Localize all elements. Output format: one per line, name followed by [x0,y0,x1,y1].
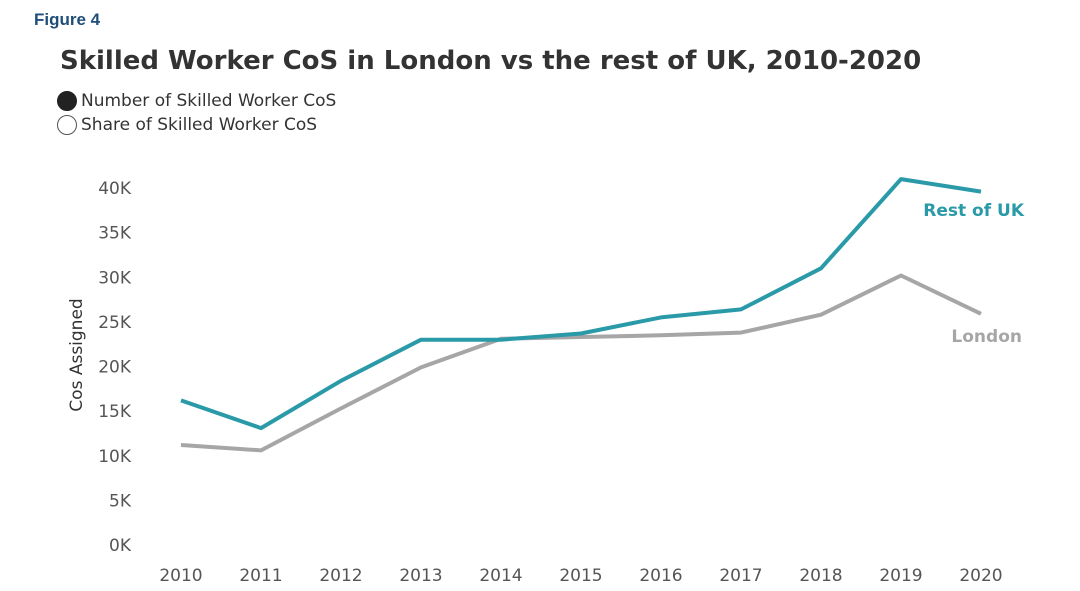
series-label-rest-of-uk: Rest of UK [923,201,1025,221]
y-tick-label: 25K [98,313,132,333]
x-tick-label: 2010 [159,566,202,586]
y-tick-label: 30K [98,268,132,288]
y-axis-ticks: 0K 5K 10K 15K 20K 25K 30K 35K 40K [98,179,132,556]
series-labels: Rest of UK London [923,201,1025,347]
x-tick-label: 2018 [799,566,842,586]
y-tick-label: 40K [98,179,132,199]
figure-label: Figure 4 [34,10,101,29]
series-label-london: London [951,327,1022,347]
x-tick-label: 2015 [559,566,602,586]
toggle-number-of-cos[interactable]: Number of Skilled Worker CoS [57,91,336,111]
x-tick-label: 2011 [239,566,282,586]
y-tick-label: 35K [98,224,132,244]
x-tick-label: 2019 [879,566,922,586]
y-tick-label: 0K [109,536,132,556]
x-tick-label: 2016 [639,566,682,586]
y-axis-label: Cos Assigned [67,298,87,411]
x-tick-label: 2013 [399,566,442,586]
y-tick-label: 10K [98,447,132,467]
series-lines [180,177,982,453]
toggle-number-label: Number of Skilled Worker CoS [81,91,337,111]
toggle-share-label: Share of Skilled Worker CoS [81,115,318,135]
radio-unchecked-icon[interactable] [57,115,77,135]
x-tick-label: 2014 [479,566,522,586]
series-line-london [180,273,982,453]
y-tick-label: 5K [109,491,132,511]
series-line-rest-of-uk [180,177,982,431]
x-axis-ticks: 2010 2011 2012 2013 2014 2015 2016 2017 2018 2019… [159,566,1002,586]
toggle-share-of-cos[interactable]: Share of Skilled Worker CoS [57,115,317,135]
radio-checked-icon[interactable] [57,91,77,111]
x-tick-label: 2020 [959,566,1002,586]
y-tick-label: 20K [98,358,132,378]
x-tick-label: 2017 [719,566,762,586]
x-tick-label: 2012 [319,566,362,586]
chart-title: Skilled Worker CoS in London vs the rest… [60,46,922,76]
y-tick-label: 15K [98,402,132,422]
